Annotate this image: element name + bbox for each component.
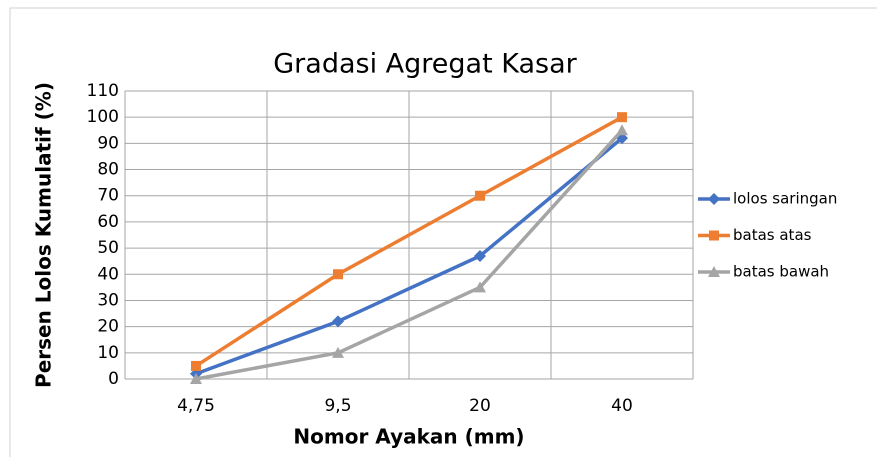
chart-title: Gradasi Agregat Kasar: [273, 49, 577, 80]
series-line: [195, 129, 624, 381]
y-tick-label: 40: [97, 264, 119, 284]
y-tick-label: 20: [97, 317, 119, 337]
y-tick-label: 60: [97, 212, 119, 232]
x-axis-title: Nomor Ayakan (mm): [293, 425, 524, 449]
series-line: [195, 136, 624, 376]
legend-marker: [708, 266, 720, 277]
y-tick-label: 50: [97, 238, 119, 258]
x-tick-label: 20: [469, 396, 491, 416]
y-tick-label: 80: [97, 160, 119, 180]
legend-label: batas bawah: [733, 263, 829, 281]
y-tick-label: 0: [108, 369, 119, 389]
y-tick-label: 10: [97, 343, 119, 363]
series-line: [195, 115, 623, 368]
legend-label: lolos saringan: [733, 190, 837, 208]
legend-marker: [709, 230, 719, 241]
y-tick-label: 100: [87, 107, 119, 127]
legend-label: batas atas: [733, 226, 812, 244]
chart-border: [9, 7, 877, 457]
y-tick-label: 70: [97, 186, 119, 206]
legend-marker: [708, 193, 720, 205]
x-tick-label: 40: [611, 396, 633, 416]
point: [332, 346, 344, 358]
point: [475, 190, 485, 201]
point: [191, 360, 201, 371]
x-tick-label: 4,75: [177, 396, 215, 416]
point: [190, 373, 202, 384]
point: [333, 269, 343, 280]
point: [617, 112, 627, 123]
point: [474, 281, 486, 293]
point: [474, 249, 486, 262]
x-tick-label: 9,5: [324, 396, 351, 416]
y-tick-label: 110: [87, 81, 119, 101]
point: [616, 124, 628, 136]
point: [332, 315, 344, 328]
y-tick-label: 30: [97, 290, 119, 310]
y-tick-label: 90: [97, 133, 119, 153]
y-axis-title: Persen Lolos Kumulatif (%): [32, 82, 56, 388]
